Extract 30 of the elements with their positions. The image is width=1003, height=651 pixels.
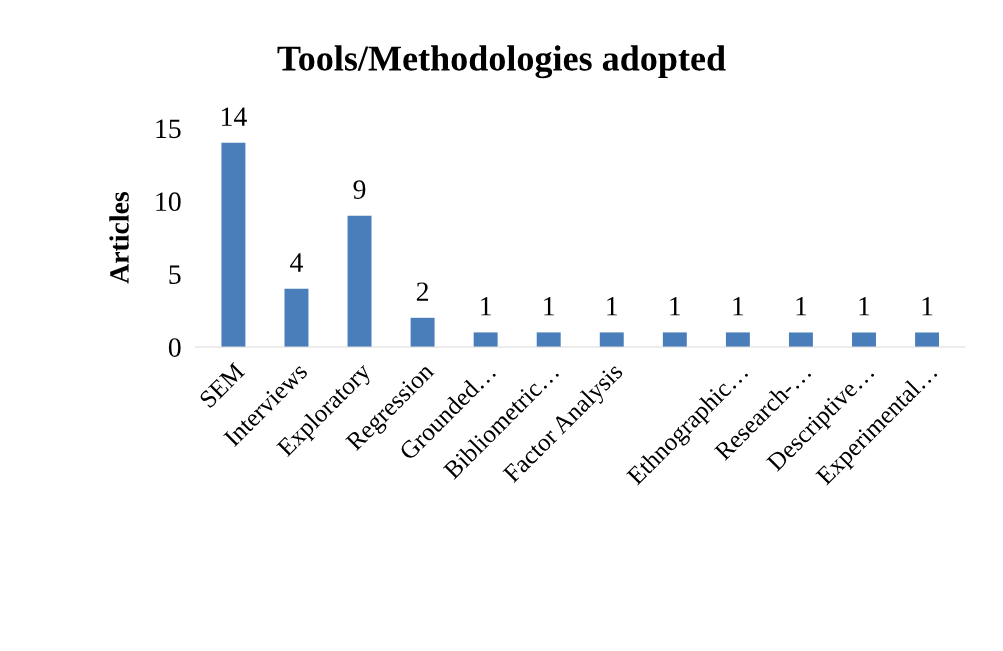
data-label: 1 [922,297,933,316]
data-label: 1 [481,297,491,316]
data-label: 1 [796,297,807,316]
data-label: 1 [670,297,681,316]
bar [915,332,940,347]
bar [788,332,813,347]
bar [347,215,372,347]
bar [221,142,246,347]
bar [662,332,687,347]
y-tick-label: 5 [169,265,181,284]
data-label: 1 [544,297,554,316]
y-tick-label: 10 [156,192,181,212]
data-label: 4 [290,253,303,272]
y-axis-title: Articles [109,192,129,284]
chart-title: Tools/Methodologies adopted [277,45,726,79]
data-label: 1 [733,297,744,316]
bar [536,332,561,347]
data-label: 14 [221,107,247,126]
bar [599,332,624,347]
y-tick-label: 15 [156,119,181,139]
data-label: 1 [607,297,618,316]
bar [725,332,750,347]
bar [473,332,498,347]
bar [284,288,309,347]
data-label: 2 [416,282,428,301]
bar [852,332,876,347]
y-tick-label: 0 [168,338,181,357]
data-label: 9 [353,180,366,199]
data-label: 1 [859,297,870,316]
bar [410,317,435,347]
